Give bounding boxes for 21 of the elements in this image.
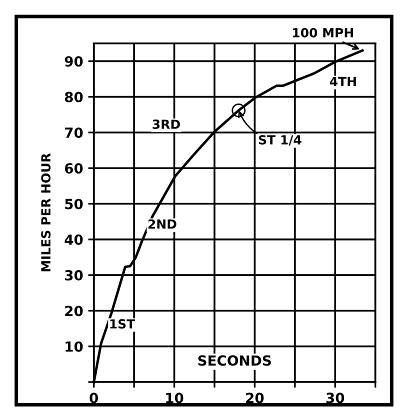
x-axis-title: SECONDS xyxy=(198,355,271,366)
y-tick-label: 50 xyxy=(65,198,83,210)
annotation: 4TH xyxy=(330,76,356,86)
annotation: ST 1/4 xyxy=(258,135,302,146)
annotation: 3RD xyxy=(152,120,180,129)
annotation: 1ST xyxy=(110,319,136,329)
x-tick-label: 30 xyxy=(326,392,344,404)
y-tick-label: 40 xyxy=(64,234,83,245)
y-tick-label: 80 xyxy=(64,92,83,102)
y-tick-label: 60 xyxy=(64,163,83,174)
y-tick-label: 70 xyxy=(65,127,83,138)
annotation: 100 MPH xyxy=(293,28,354,38)
x-tick-label: 0 xyxy=(90,392,98,404)
y-tick-label: 90 xyxy=(64,56,83,67)
y-axis-title: MILES PER HOUR xyxy=(41,153,51,272)
y-tick-label: 20 xyxy=(65,306,83,316)
x-tick-label: 20 xyxy=(246,392,264,404)
x-tick-label: 10 xyxy=(166,392,184,404)
y-tick-label: 30 xyxy=(65,270,83,281)
y-tick-label: 10 xyxy=(66,341,83,352)
annotation: 2ND xyxy=(148,219,176,229)
